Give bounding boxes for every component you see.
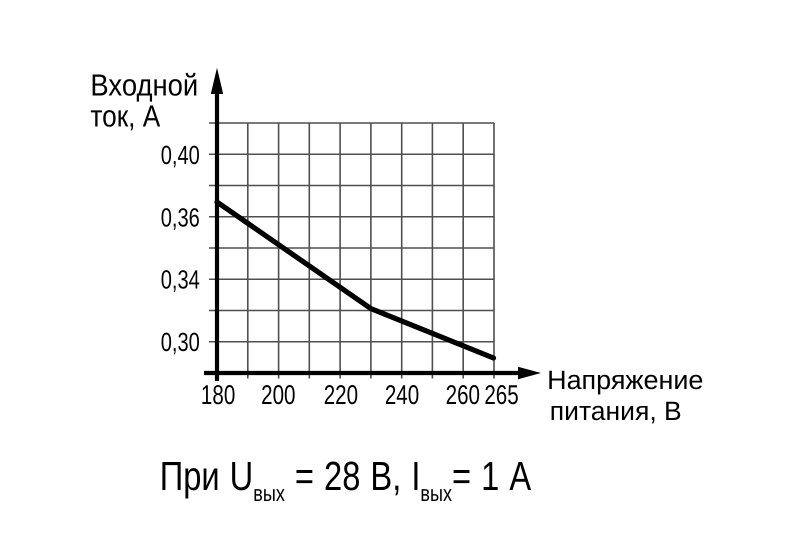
svg-text:При Uвых = 28 В, Iвых= 1 А: При Uвых = 28 В, Iвых= 1 А (160, 453, 532, 506)
svg-text:питания, В: питания, В (550, 396, 682, 426)
svg-text:0,30: 0,30 (161, 327, 200, 357)
svg-text:265: 265 (484, 379, 518, 410)
svg-text:Входной: Входной (90, 69, 198, 103)
svg-text:220: 220 (324, 379, 358, 410)
svg-text:Напряжение: Напряжение (547, 365, 703, 395)
svg-text:240: 240 (385, 379, 419, 410)
svg-text:200: 200 (261, 379, 295, 410)
svg-text:ток, А: ток, А (90, 100, 160, 134)
svg-text:0,34: 0,34 (161, 265, 200, 295)
svg-text:260: 260 (446, 379, 480, 410)
svg-text:180: 180 (201, 379, 235, 410)
svg-text:0,36: 0,36 (161, 203, 200, 233)
svg-text:0,40: 0,40 (161, 140, 200, 170)
